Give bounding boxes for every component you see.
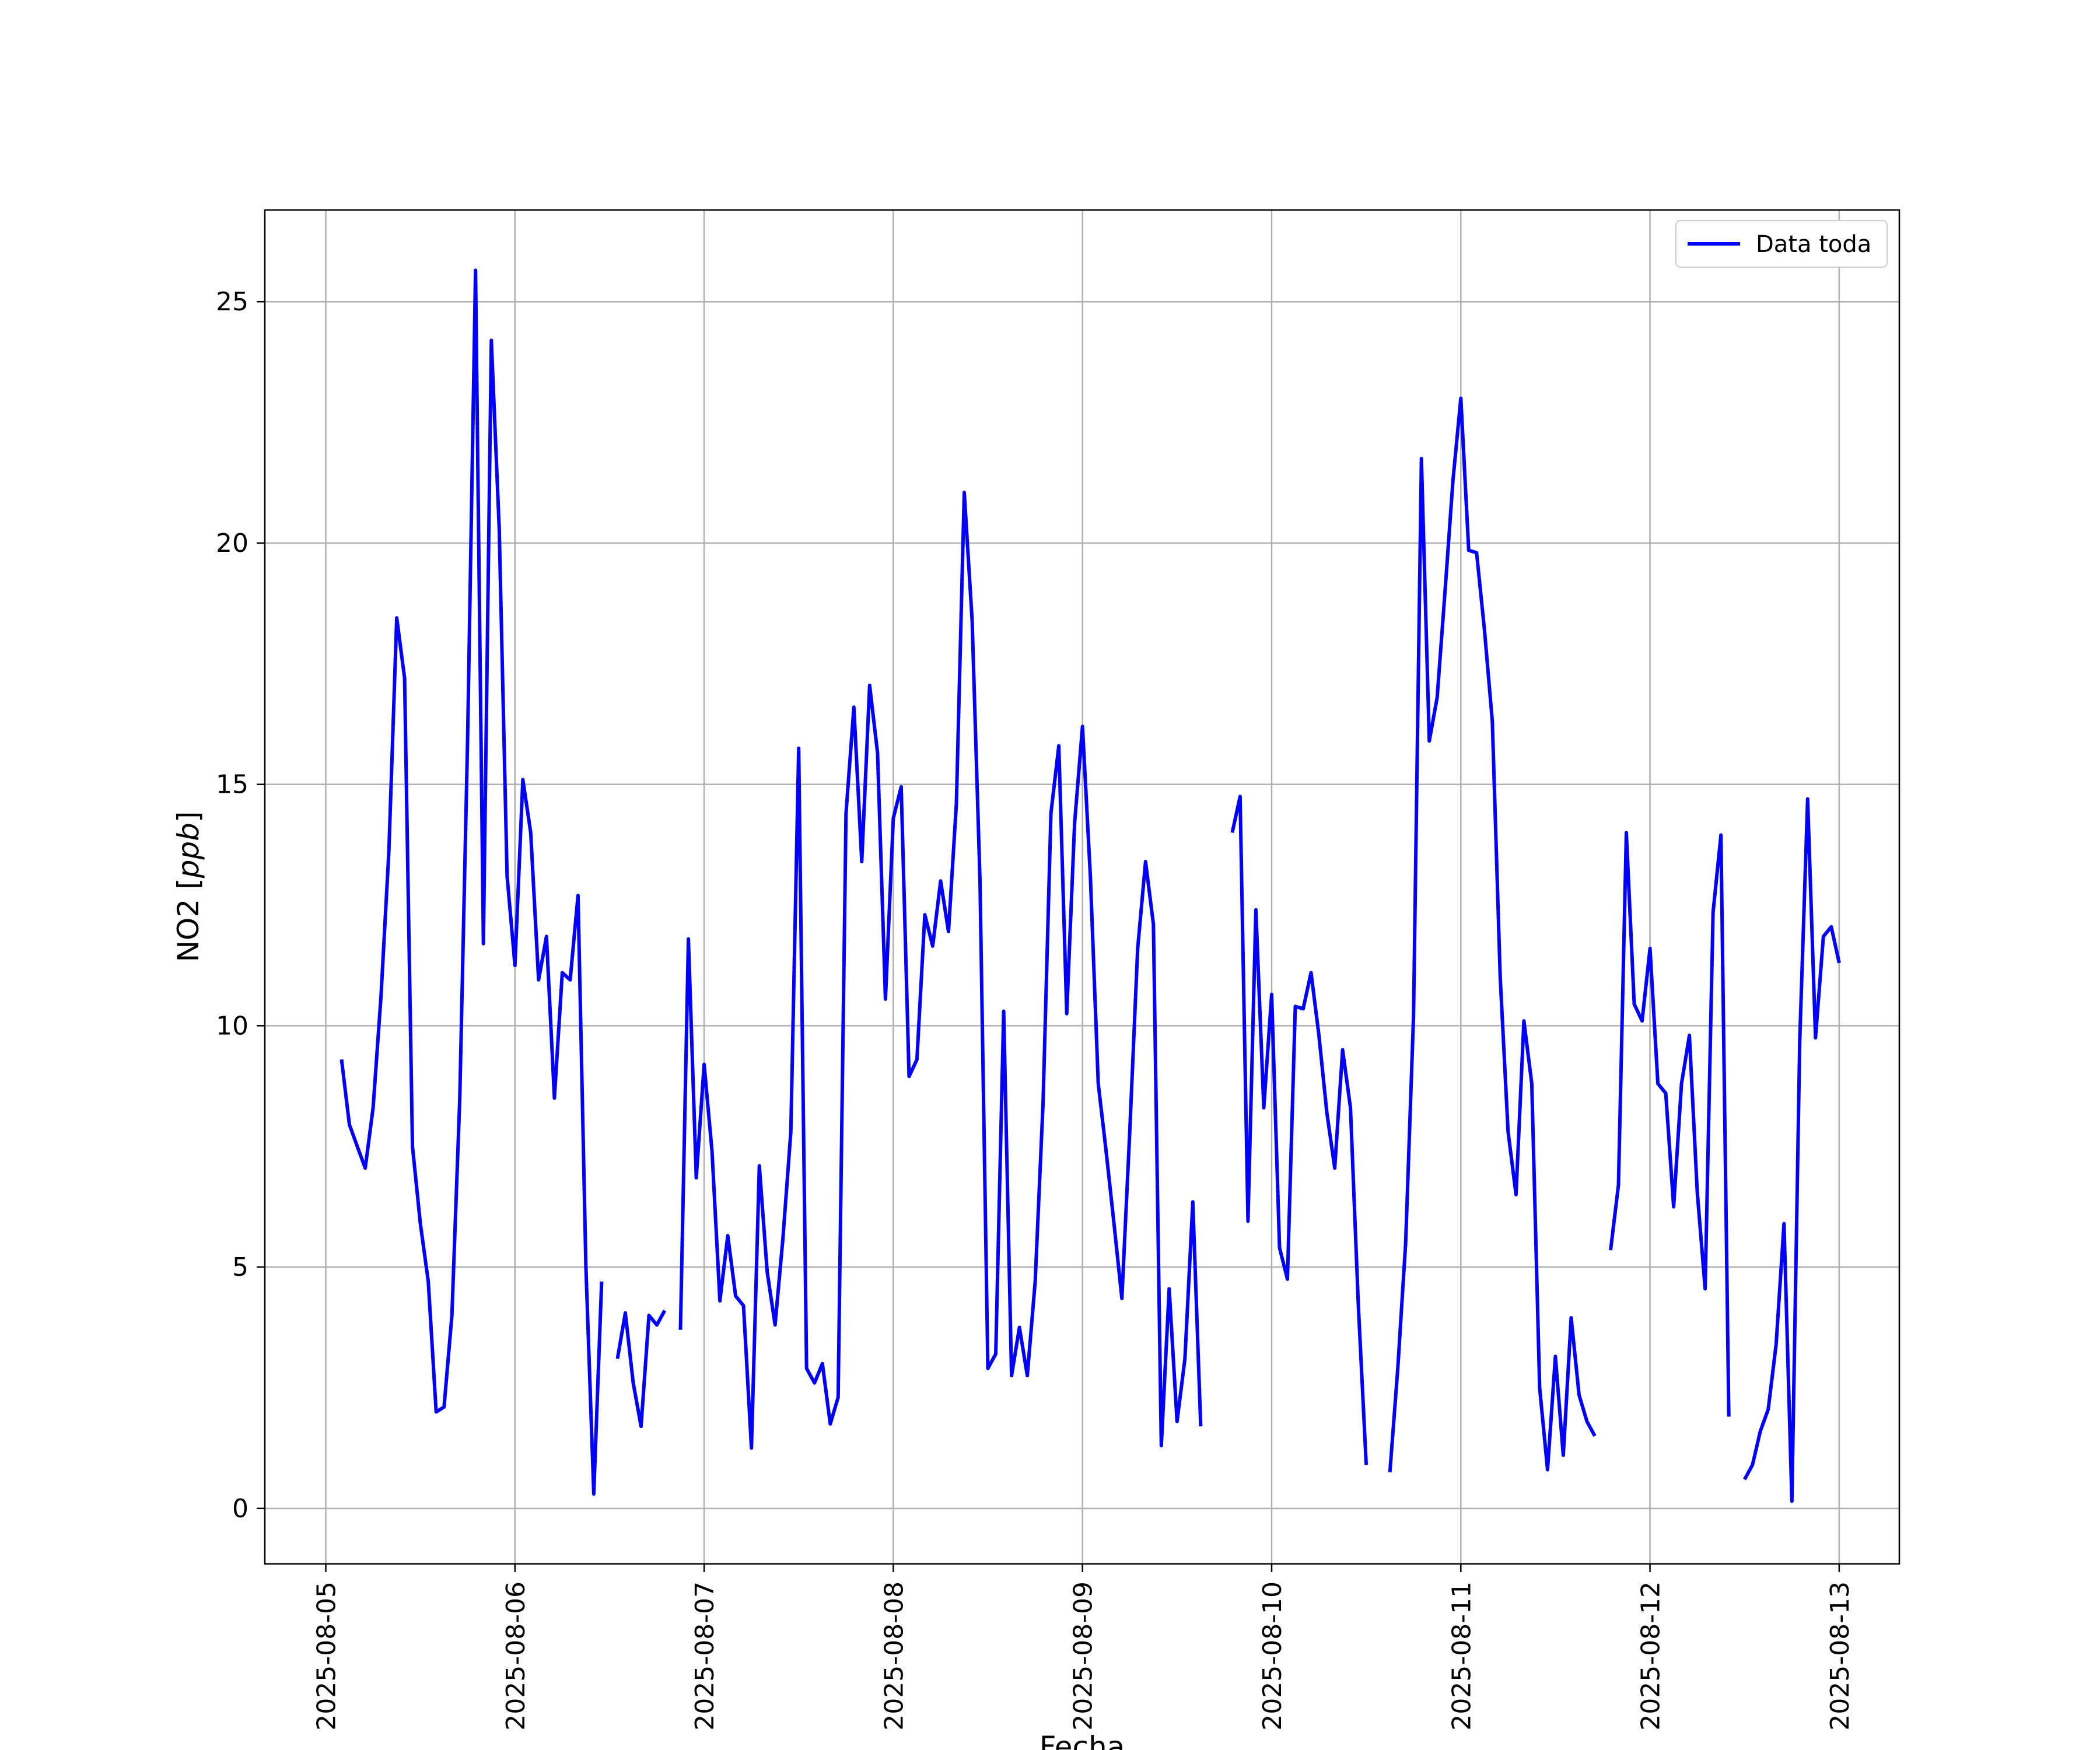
y-tick-label: 0	[232, 1494, 249, 1524]
x-tick-label: 2025-08-07	[690, 1581, 720, 1731]
x-tick-label: 2025-08-06	[501, 1581, 531, 1731]
y-tick-label: 10	[216, 1011, 249, 1041]
x-tick-label: 2025-08-11	[1447, 1581, 1476, 1731]
y-tick-label: 25	[216, 287, 249, 317]
x-tick-label: 2025-08-10	[1258, 1581, 1287, 1731]
series-line-segment	[1388, 396, 1597, 1473]
x-axis-label: Fecha	[1040, 1730, 1125, 1750]
y-axis-label: NO2 [ppb]	[172, 811, 205, 963]
series-line-segment	[678, 491, 1203, 1450]
x-tick-label: 2025-08-09	[1069, 1581, 1098, 1731]
grid	[265, 210, 1899, 1564]
x-axis: 2025-08-05 2025-08-06 2025-08-07 2025-08-08…	[312, 1564, 1855, 1731]
x-tick-label: 2025-08-08	[879, 1581, 909, 1731]
x-tick-label: 2025-08-05	[312, 1581, 341, 1731]
x-tick-label: 2025-08-13	[1825, 1581, 1855, 1731]
y-tick-label: 15	[216, 770, 249, 800]
series-line-segment	[340, 268, 604, 1496]
y-tick-label: 20	[216, 528, 249, 558]
series-line-segment	[1743, 797, 1841, 1503]
series-line-segment	[1609, 831, 1731, 1417]
legend-box	[1675, 220, 1888, 268]
series-line-segment	[1230, 794, 1368, 1465]
y-tick-label: 5	[232, 1252, 249, 1282]
y-axis: 0 5 10 15 20 25	[216, 287, 265, 1524]
legend-label: Data toda	[1756, 231, 1871, 258]
legend: Data toda	[1675, 220, 1888, 268]
series-lines	[340, 268, 1841, 1503]
x-tick-label: 2025-08-12	[1636, 1581, 1666, 1731]
series-line-segment	[615, 1310, 667, 1429]
